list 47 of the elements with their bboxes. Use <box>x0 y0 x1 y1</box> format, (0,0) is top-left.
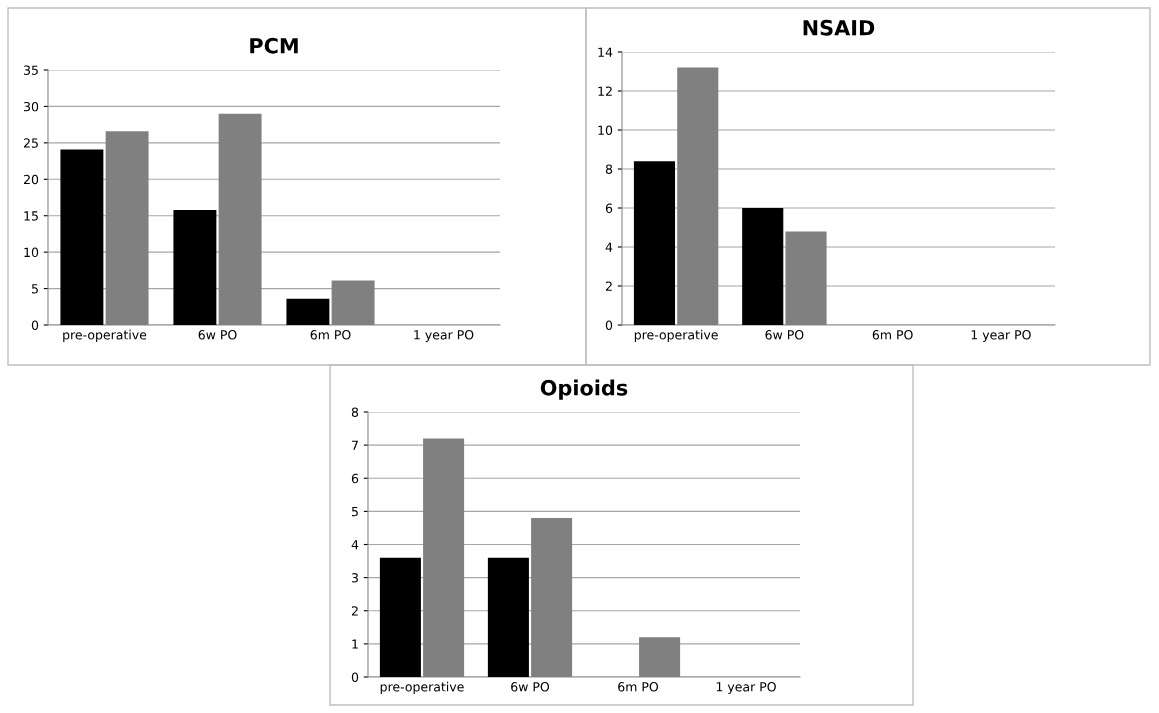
y-tick-label: 30 <box>24 101 39 112</box>
x-tick-label: 6m PO <box>310 330 351 340</box>
x-tick-label: 6m PO <box>618 682 659 692</box>
y-tick-label: 15 <box>24 211 38 221</box>
y-tick-label: 3 <box>351 573 358 583</box>
y-tick-label: 12 <box>598 86 612 96</box>
bar <box>742 208 784 325</box>
y-tick-label: 0 <box>31 320 39 330</box>
x-tick-label: 6w PO <box>198 330 237 340</box>
y-tick-label: 8 <box>605 164 613 174</box>
x-tick-label: 1 year PO <box>414 330 474 342</box>
bar <box>379 557 421 677</box>
y-tick-label: 4 <box>605 242 613 252</box>
chart-title: NSAID <box>803 19 875 36</box>
y-tick-label: 10 <box>24 247 39 258</box>
chart-title: Opioids <box>540 379 628 400</box>
y-tick-label: 2 <box>351 606 358 616</box>
y-tick-label: 5 <box>351 507 358 517</box>
y-tick-label: 35 <box>24 65 38 75</box>
x-tick-label: 1 year PO <box>971 330 1031 342</box>
x-tick-label: 1 year PO <box>716 682 776 694</box>
chart-title: PCM <box>250 37 298 54</box>
y-tick-label: 4 <box>351 540 359 550</box>
y-tick-label: 1 <box>352 639 358 649</box>
x-tick-label: pre-operative <box>380 681 464 694</box>
x-tick-label: 6w PO <box>511 682 550 692</box>
y-tick-label: 0 <box>351 672 359 682</box>
y-tick-label: 8 <box>351 407 359 417</box>
x-tick-label: 6m PO <box>872 330 913 340</box>
y-tick-label: 20 <box>23 174 39 185</box>
y-tick-label: 6 <box>605 203 613 213</box>
y-tick-label: 0 <box>605 320 613 330</box>
y-tick-label: 2 <box>605 281 612 291</box>
bar <box>633 161 676 325</box>
y-tick-label: 25 <box>23 138 38 148</box>
bar <box>487 557 529 677</box>
y-tick-label: 5 <box>31 284 38 294</box>
y-tick-label: 6 <box>351 473 359 484</box>
bar <box>173 209 217 325</box>
y-tick-label: 14 <box>598 47 613 57</box>
x-tick-label: pre-operative <box>634 329 718 342</box>
y-tick-label: 10 <box>598 125 613 135</box>
x-tick-label: 6w PO <box>765 330 804 340</box>
x-tick-label: pre-operative <box>63 329 147 342</box>
y-tick-label: 7 <box>352 440 358 450</box>
bar <box>286 298 330 325</box>
bar <box>60 149 104 325</box>
